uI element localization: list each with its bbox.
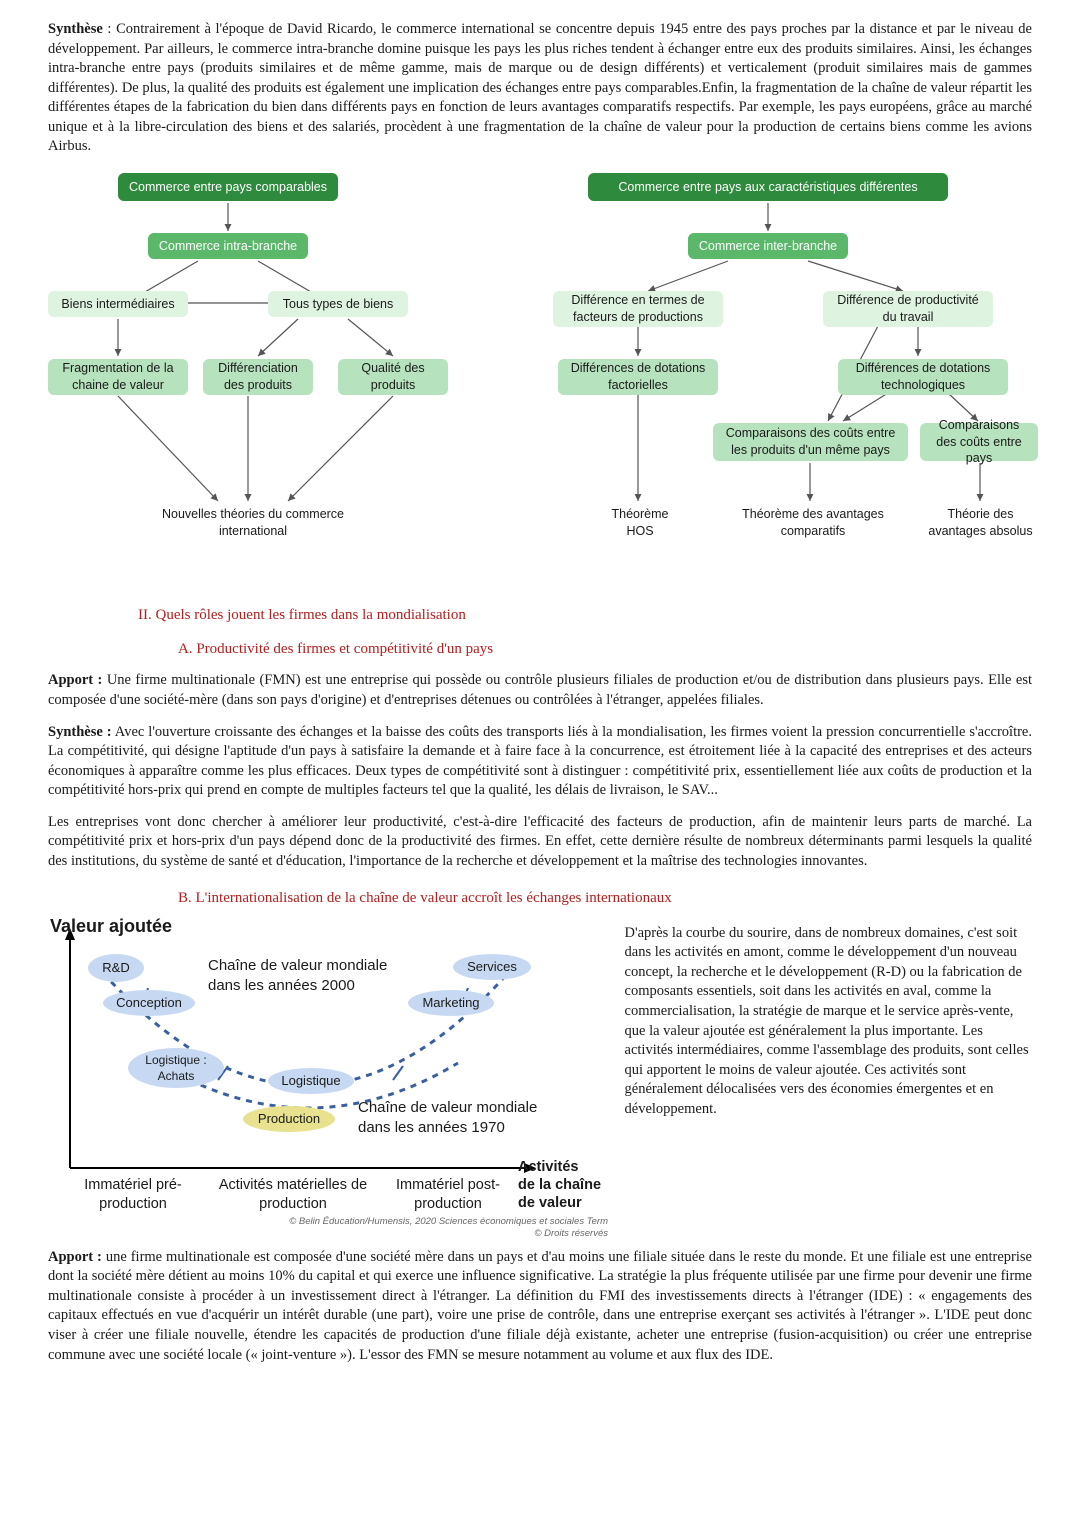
smile-row: Valeur ajoutée R&D Conception Logistique… [48,918,1032,1238]
synthese2-body: Avec l'ouverture croissante des échanges… [48,724,1032,799]
smile-chart: Valeur ajoutée R&D Conception Logistique… [48,918,605,1238]
node-qualite: Qualité des produits [338,359,448,395]
node-dotations-techno: Différences de dotations technologiques [838,359,1008,395]
synthese1-label: Synthèse [48,21,103,37]
bubble-services: Services [453,954,531,980]
synthese1: Synthèse : Contrairement à l'époque de D… [48,20,1032,157]
bubble-logistique: Logistique [268,1068,354,1094]
bubble-rd: R&D [88,954,144,982]
smile-caption-1970: Chaîne de valeur mondiale dans les année… [358,1098,558,1139]
copyright-1: © Belin Éducation/Humensis, 2020 Science… [258,1216,608,1229]
axis-label-4b: de la chaîne [518,1176,608,1196]
bubble-production: Production [243,1106,335,1132]
synthese1-body: : Contrairement à l'époque de David Rica… [48,21,1032,154]
node-fragmentation: Fragmentation de la chaine de valeur [48,359,188,395]
flowchart: Commerce entre pays comparables Commerce… [48,171,1038,591]
bubble-marketing: Marketing [408,990,494,1016]
node-commerce-differents: Commerce entre pays aux caractéristiques… [588,173,948,201]
bubble-logistique-achats: Logistique : Achats [128,1048,224,1088]
axis-label-3: Immatériel post-production [388,1176,508,1215]
apport2-body: une firme multinationale est composée d'… [48,1249,1032,1363]
node-inter-branche: Commerce inter-branche [688,233,848,259]
smile-caption-2000: Chaîne de valeur mondiale dans les année… [208,956,408,997]
apport1-label: Apport : [48,672,102,688]
node-dotations-factorielles: Différences de dotations factorielles [558,359,718,395]
heading-II-A: A. Productivité des firmes et compétitiv… [48,639,1032,659]
apport1-body: Une firme multinationale (FMN) est une e… [48,672,1032,708]
apport2-label: Apport : [48,1249,102,1265]
leaf-avantages-comparatifs: Théorème des avantages comparatifs [738,506,888,540]
heading-II-B: B. L'internationalisation de la chaîne d… [48,888,1032,908]
axis-label-1: Immatériel pré-production [68,1176,198,1215]
node-commerce-comparables: Commerce entre pays comparables [118,173,338,201]
heading-II: II. Quels rôles jouent les firmes dans l… [48,605,1032,625]
leaf-avantages-absolus: Théorie des avantages absolus [923,506,1038,540]
node-differenciation: Différenciation des produits [203,359,313,395]
synthese2b: Les entreprises vont donc chercher à amé… [48,813,1032,872]
apport1: Apport : Une firme multinationale (FMN) … [48,671,1032,710]
leaf-nouvelles-theories: Nouvelles théories du commerce internati… [138,506,368,540]
node-biens-intermediaires: Biens intermédiaires [48,291,188,317]
leaf-hos: Théorème HOS [600,506,680,540]
synthese2-label: Synthèse : [48,724,112,740]
apport2: Apport : une firme multinationale est co… [48,1248,1032,1365]
node-intra-branche: Commerce intra-branche [148,233,308,259]
node-comparaison-pays: Comparaisons des coûts entre pays [920,423,1038,461]
bubble-conception: Conception [103,990,195,1016]
smile-paragraph: D'après la courbe du sourire, dans de no… [625,918,1032,1238]
node-diff-facteurs: Différence en termes de facteurs de prod… [553,291,723,327]
axis-label-4a: Activités [518,1158,608,1178]
node-comparaison-produits: Comparaisons des coûts entre les produit… [713,423,908,461]
axis-label-2: Activités matérielles de production [213,1176,373,1215]
synthese2: Synthèse : Avec l'ouverture croissante d… [48,723,1032,801]
node-tous-types-biens: Tous types de biens [268,291,408,317]
node-diff-productivite: Différence de productivité du travail [823,291,993,327]
smile-title: Valeur ajoutée [50,914,172,938]
copyright-2: © Droits réservés [258,1228,608,1241]
axis-label-4c: de valeur [518,1194,608,1214]
